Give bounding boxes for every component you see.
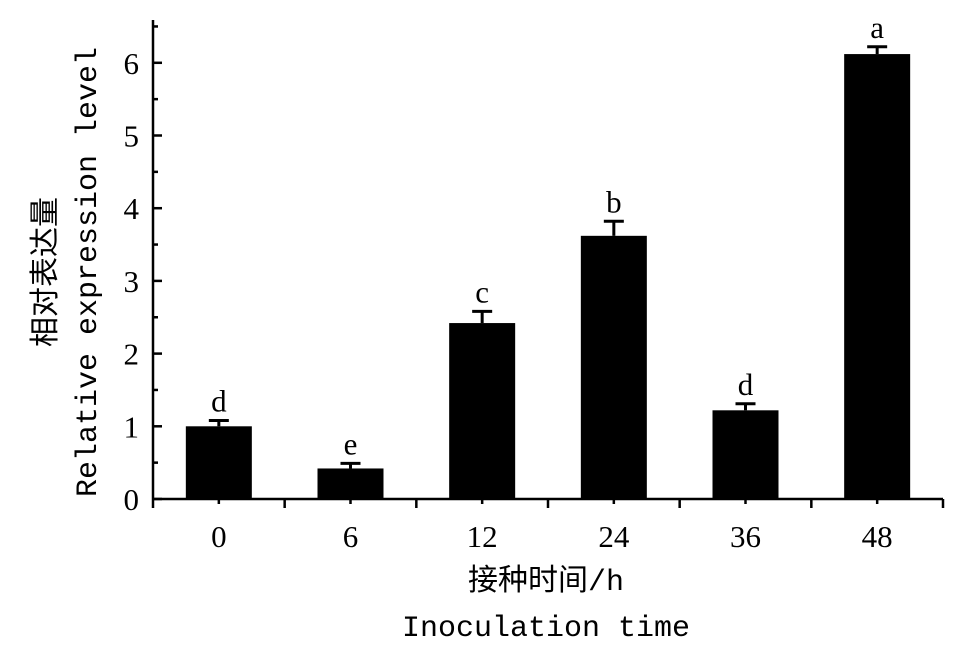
- significance-label: d: [738, 367, 754, 402]
- axes: [151, 20, 945, 508]
- x-axis-title-zh: 接种时间/h: [468, 564, 624, 600]
- significance-label: d: [211, 383, 227, 418]
- bars: [185, 45, 911, 500]
- bar-12: [449, 323, 516, 499]
- x-tick-label: 12: [467, 519, 498, 554]
- significance-label: b: [606, 184, 622, 219]
- y-tick-label: 6: [124, 46, 140, 81]
- y-tick-label: 5: [124, 119, 140, 154]
- significance-label: e: [344, 426, 358, 461]
- y-axis-title-zh: 相对表达量: [29, 197, 65, 347]
- x-tick-label: 48: [862, 519, 893, 554]
- bar-0: [185, 426, 252, 499]
- x-tick-label: 36: [730, 519, 761, 554]
- bar-24: [580, 235, 647, 500]
- y-axis-title-en: Relative expression level: [72, 47, 106, 497]
- x-tick-label: 6: [343, 519, 359, 554]
- y-tick-label: 1: [124, 409, 140, 444]
- bar-36: [712, 410, 779, 499]
- y-tick-label: 0: [124, 482, 140, 517]
- significance-label: a: [870, 10, 884, 45]
- y-tick-label: 2: [124, 337, 140, 372]
- y-tick-label: 3: [124, 264, 140, 299]
- x-axis-title-en: Inoculation time: [402, 612, 690, 646]
- significance-label: c: [475, 274, 489, 309]
- bar-6: [317, 468, 384, 499]
- y-tick-label: 4: [124, 191, 140, 226]
- x-tick-label: 0: [211, 519, 227, 554]
- bar-48: [844, 54, 911, 500]
- x-tick-label: 24: [598, 519, 630, 554]
